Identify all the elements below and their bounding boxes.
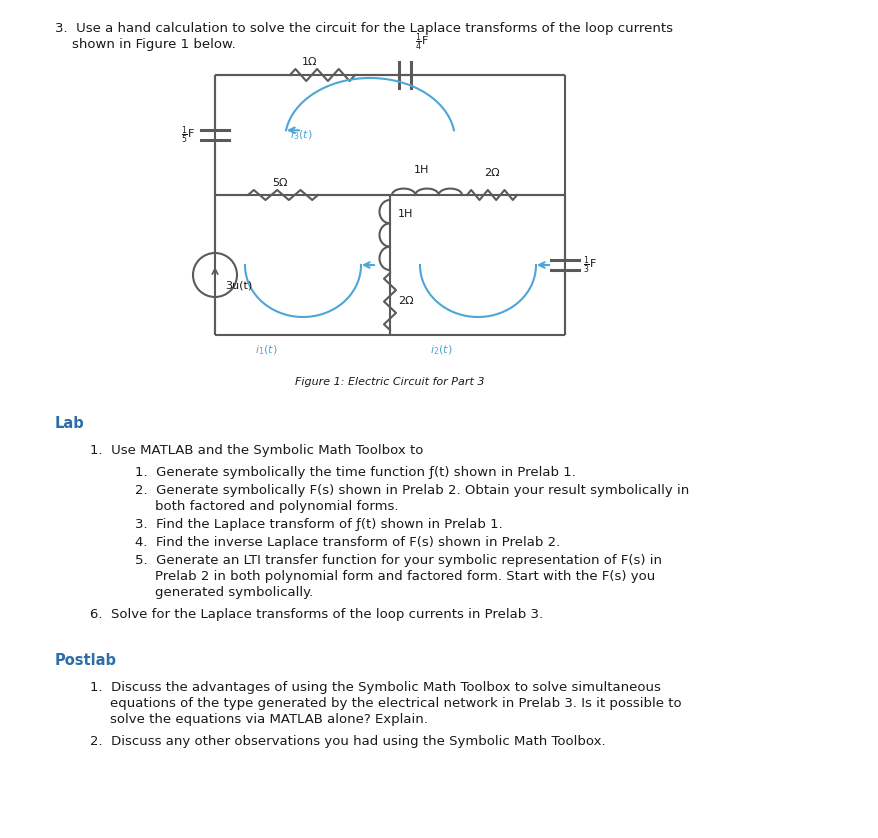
Text: 3u(t): 3u(t) bbox=[225, 280, 252, 290]
Text: 5.  Generate an LTI transfer function for your symbolic representation of F(s) i: 5. Generate an LTI transfer function for… bbox=[135, 554, 661, 567]
Text: 2.  Generate symbolically F(s) shown in Prelab 2. Obtain your result symbolicall: 2. Generate symbolically F(s) shown in P… bbox=[135, 484, 688, 497]
Text: generated symbolically.: generated symbolically. bbox=[155, 586, 313, 599]
Text: $i_2(t)$: $i_2(t)$ bbox=[429, 343, 452, 357]
Text: $i_3(t)$: $i_3(t)$ bbox=[290, 128, 313, 142]
Text: Figure 1: Electric Circuit for Part 3: Figure 1: Electric Circuit for Part 3 bbox=[295, 377, 484, 387]
Text: 2Ω: 2Ω bbox=[484, 168, 500, 178]
Text: 1Ω: 1Ω bbox=[302, 57, 317, 67]
Text: Prelab 2 in both polynomial form and factored form. Start with the F(s) you: Prelab 2 in both polynomial form and fac… bbox=[155, 570, 654, 583]
Text: 3.  Use a hand calculation to solve the circuit for the Laplace transforms of th: 3. Use a hand calculation to solve the c… bbox=[55, 22, 673, 35]
Text: $\frac{1}{3}$F: $\frac{1}{3}$F bbox=[582, 254, 596, 276]
Text: equations of the type generated by the electrical network in Prelab 3. Is it pos: equations of the type generated by the e… bbox=[110, 697, 680, 710]
Text: 2Ω: 2Ω bbox=[398, 296, 414, 306]
Text: 1.  Generate symbolically the time function ƒ(t) shown in Prelab 1.: 1. Generate symbolically the time functi… bbox=[135, 466, 575, 479]
Text: 1.  Discuss the advantages of using the Symbolic Math Toolbox to solve simultane: 1. Discuss the advantages of using the S… bbox=[90, 681, 660, 694]
Text: both factored and polynomial forms.: both factored and polynomial forms. bbox=[155, 500, 398, 513]
Text: 3.  Find the Laplace transform of ƒ(t) shown in Prelab 1.: 3. Find the Laplace transform of ƒ(t) sh… bbox=[135, 518, 502, 531]
Text: Postlab: Postlab bbox=[55, 653, 117, 668]
Text: Lab: Lab bbox=[55, 416, 84, 431]
Text: 5Ω: 5Ω bbox=[272, 178, 287, 188]
Text: $\frac{1}{4}$F: $\frac{1}{4}$F bbox=[414, 32, 428, 53]
Text: 1H: 1H bbox=[398, 209, 413, 219]
Text: $\frac{1}{5}$F: $\frac{1}{5}$F bbox=[181, 124, 195, 146]
Text: $i_1(t)$: $i_1(t)$ bbox=[255, 343, 277, 357]
Text: 1H: 1H bbox=[414, 165, 429, 175]
Text: shown in Figure 1 below.: shown in Figure 1 below. bbox=[72, 38, 235, 51]
Text: 1.  Use MATLAB and the Symbolic Math Toolbox to: 1. Use MATLAB and the Symbolic Math Tool… bbox=[90, 444, 423, 457]
Text: 4.  Find the inverse Laplace transform of F(s) shown in Prelab 2.: 4. Find the inverse Laplace transform of… bbox=[135, 536, 559, 549]
Text: 2.  Discuss any other observations you had using the Symbolic Math Toolbox.: 2. Discuss any other observations you ha… bbox=[90, 735, 605, 748]
Text: 6.  Solve for the Laplace transforms of the loop currents in Prelab 3.: 6. Solve for the Laplace transforms of t… bbox=[90, 608, 543, 621]
Text: solve the equations via MATLAB alone? Explain.: solve the equations via MATLAB alone? Ex… bbox=[110, 713, 428, 726]
